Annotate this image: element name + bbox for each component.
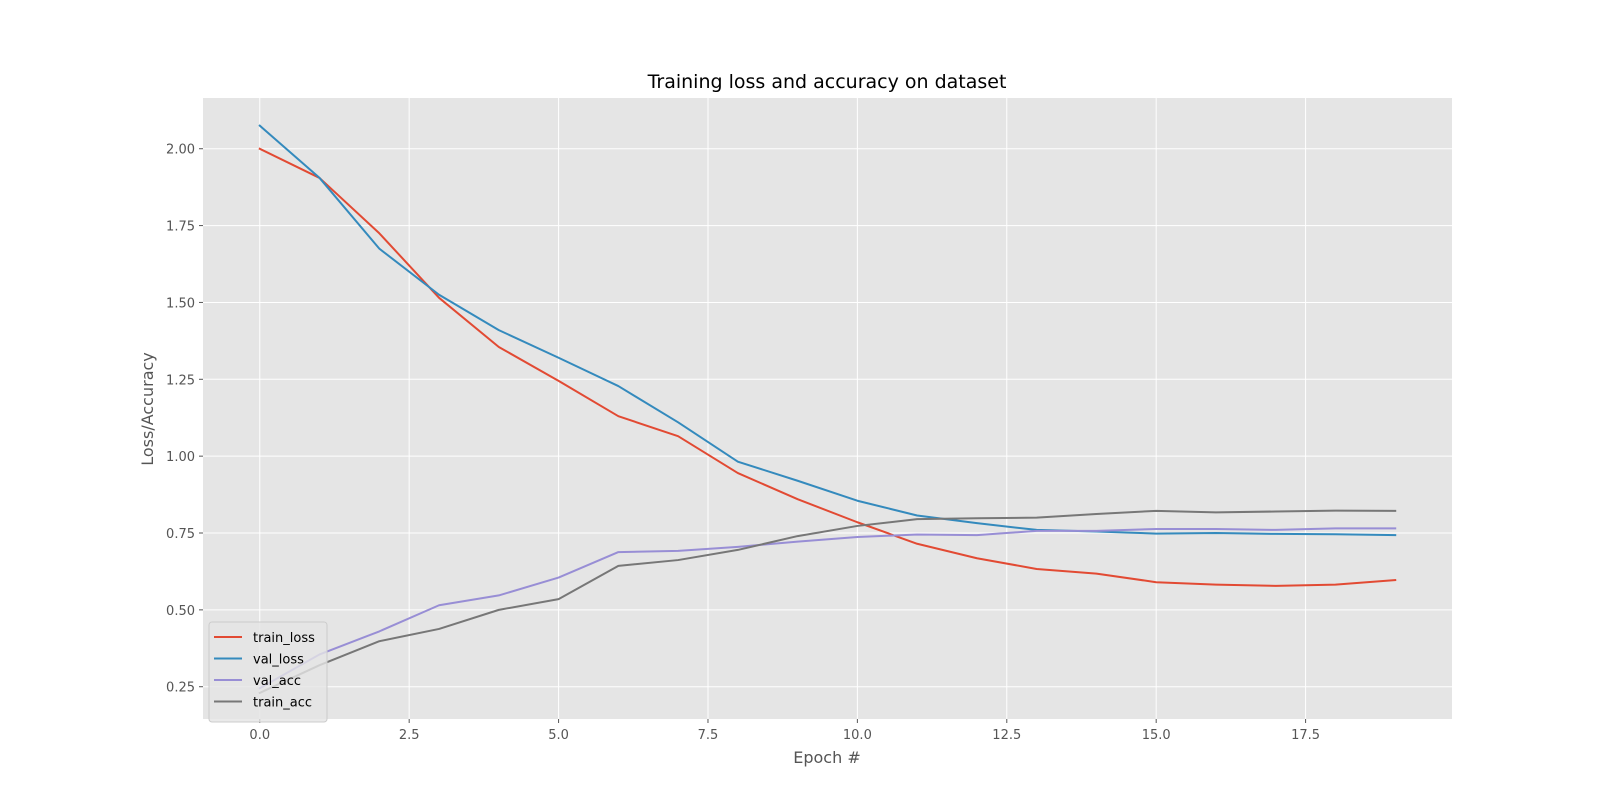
chart-title: Training loss and accuracy on dataset	[647, 71, 1007, 93]
series-lines	[258, 124, 1397, 695]
x-tick-label: 12.5	[992, 728, 1021, 743]
y-tick-label: 1.25	[166, 373, 195, 388]
x-tick-label: 17.5	[1291, 728, 1320, 743]
x-tick-label: 15.0	[1142, 728, 1171, 743]
x-tick-label: 5.0	[548, 728, 569, 743]
y-tick-label: 0.50	[166, 604, 195, 619]
x-tick-label: 7.5	[698, 728, 719, 743]
axis-ticks: 0.0 2.5 5.0 7.5 10.0 12.5 15.0 17.5 0.25 0.50 0.75…	[166, 143, 1320, 743]
series-line-train-acc	[258, 509, 1397, 695]
y-tick-label: 2.00	[166, 143, 195, 158]
legend-label: train_loss	[253, 631, 315, 646]
series-line-val-acc	[258, 527, 1397, 690]
x-tick-label: 10.0	[843, 728, 872, 743]
x-tick-label: 2.5	[399, 728, 420, 743]
series-line-train-loss	[258, 147, 1397, 587]
series-line-val-loss	[258, 124, 1397, 537]
x-tick-label: 0.0	[249, 728, 270, 743]
y-axis-label: Loss/Accuracy	[138, 352, 157, 466]
legend-label: val_acc	[253, 674, 301, 689]
legend-box	[208, 621, 328, 723]
y-tick-label: 1.00	[166, 450, 195, 465]
legend-label: val_loss	[253, 653, 304, 668]
legend: train_loss val_loss val_acc train_acc	[208, 621, 328, 723]
legend-label: train_acc	[253, 696, 312, 711]
x-axis-label: Epoch #	[793, 748, 860, 767]
y-tick-label: 1.50	[166, 296, 195, 311]
y-tick-label: 0.75	[166, 527, 195, 542]
plot-background	[203, 98, 1452, 719]
y-tick-label: 1.75	[166, 220, 195, 235]
y-tick-label: 0.25	[166, 681, 195, 696]
